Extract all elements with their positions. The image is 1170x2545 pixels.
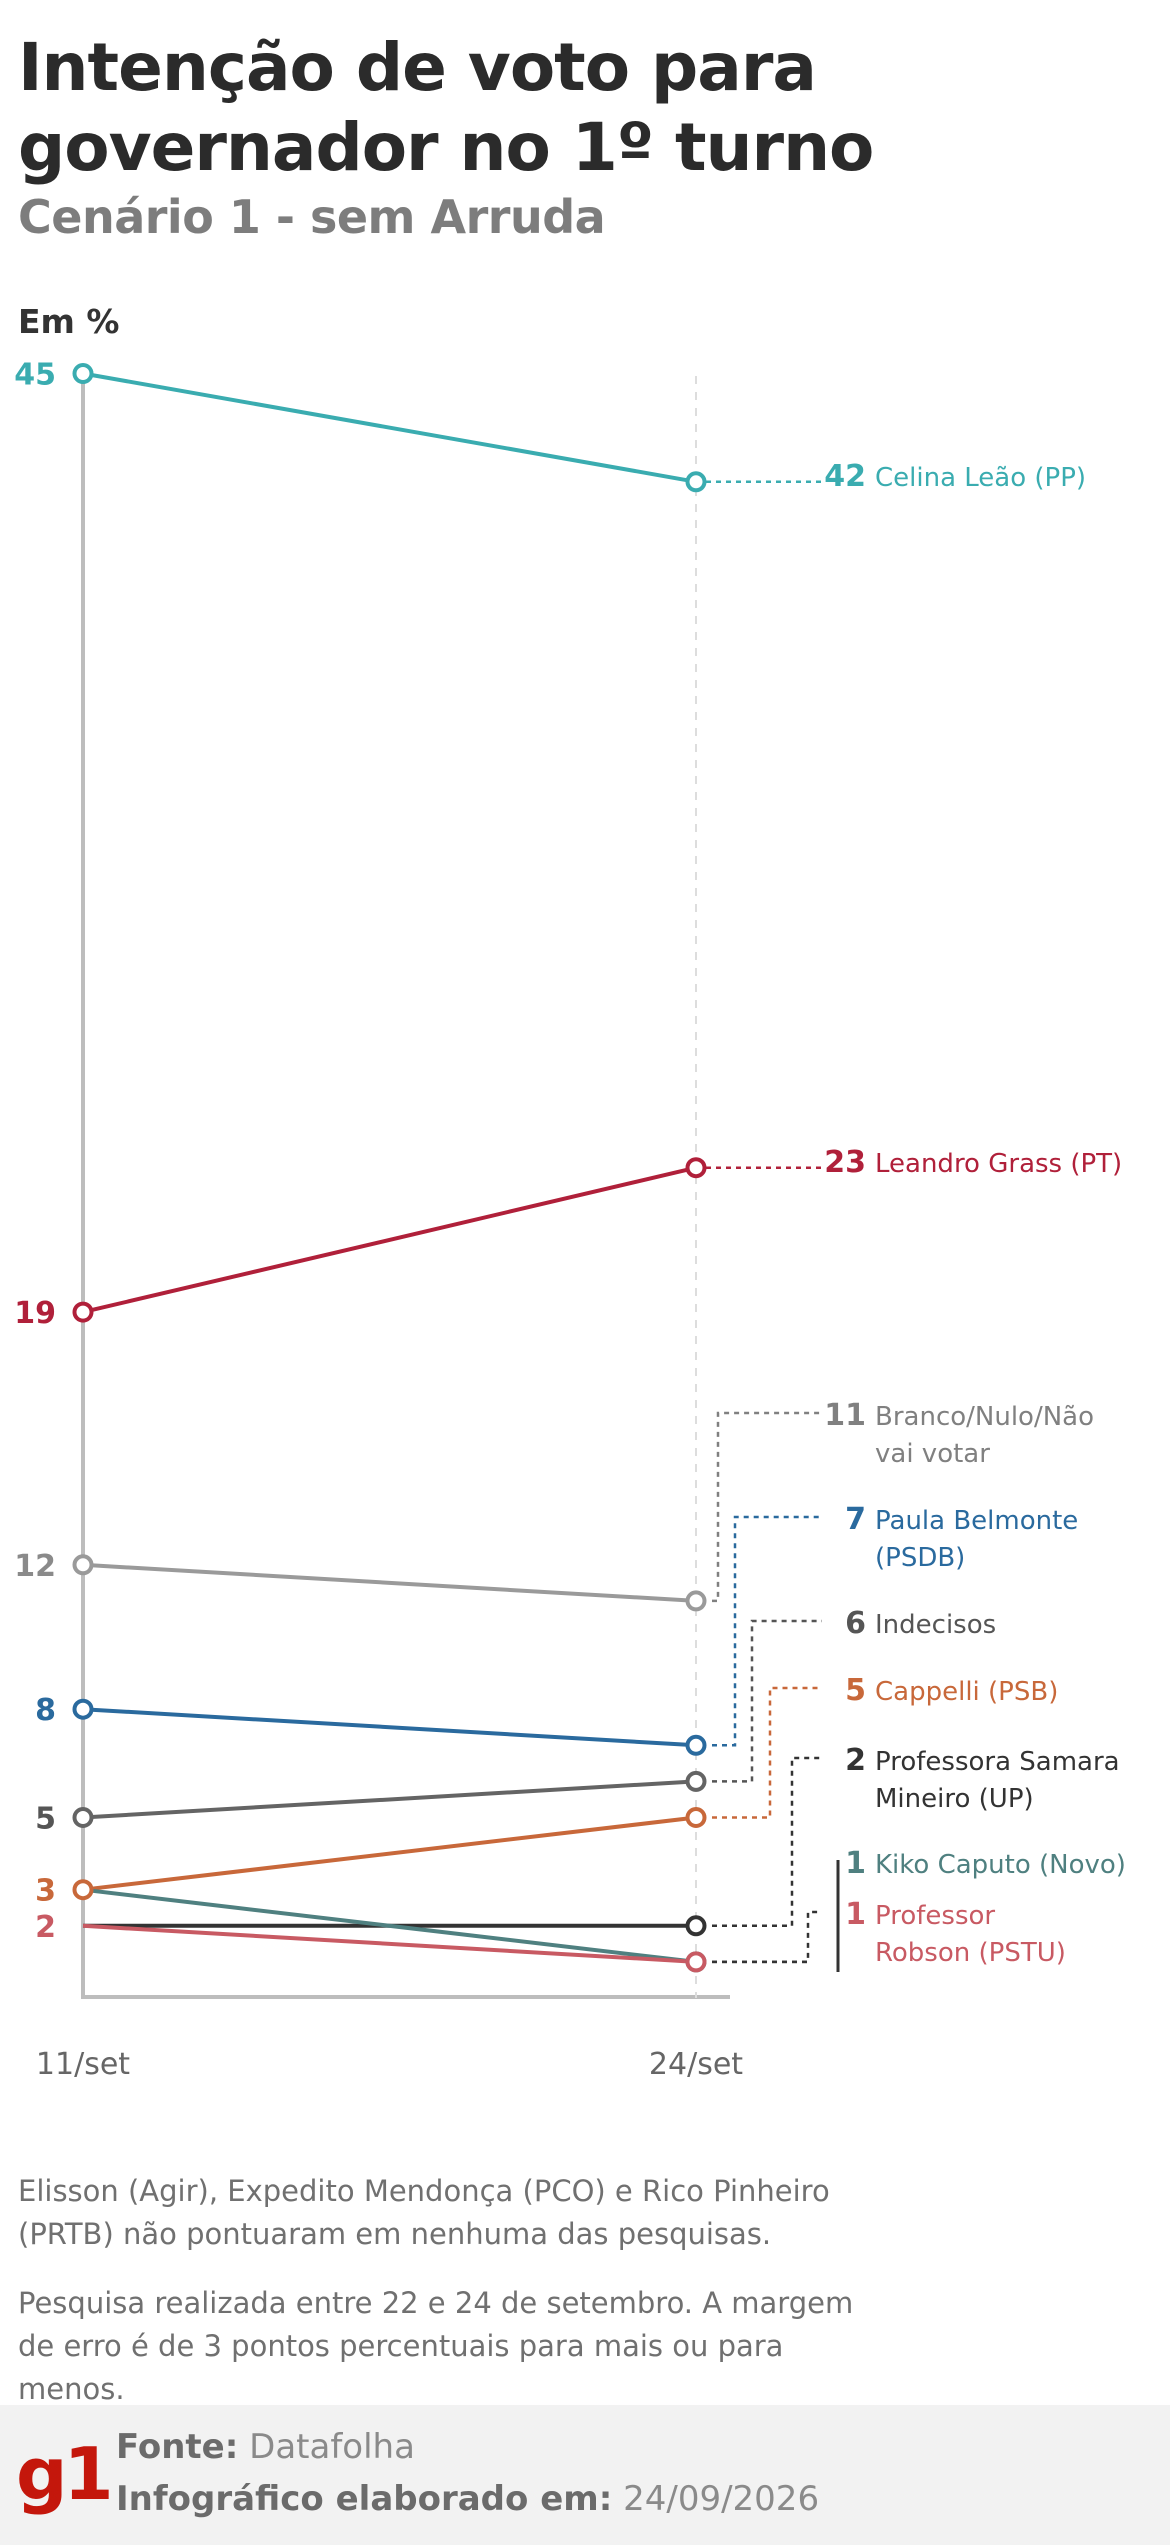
series-name-label: Celina Leão (PP): [875, 463, 1086, 493]
series-name-label: Robson (PSTU): [875, 1938, 1066, 1968]
end-value-label: 5: [845, 1673, 866, 1708]
made-line: Infográfico elaborado em: 24/09/2026: [116, 2479, 819, 2519]
series-name-label: Branco/Nulo/Não: [875, 1402, 1094, 1432]
g1-logo: g1: [16, 2432, 114, 2516]
end-value-label: 1: [845, 1897, 866, 1932]
series-line: [82, 1887, 697, 1964]
start-value-label: 5: [35, 1802, 56, 1837]
source-value: Datafolha: [249, 2427, 415, 2467]
note-not-scoring: Elisson (Agir), Expedito Mendonça (PCO) …: [18, 2174, 830, 2251]
leader-line: [712, 1756, 822, 1928]
data-point: [685, 1951, 707, 1973]
data-point: [685, 471, 707, 493]
series-name-label: Cappelli (PSB): [875, 1677, 1058, 1707]
leader-line: [712, 1515, 822, 1747]
series-name-label: Leandro Grass (PT): [875, 1149, 1122, 1179]
unit-label: Em %: [18, 302, 120, 341]
end-value-label: 7: [845, 1502, 866, 1537]
end-value-label: 23: [824, 1145, 866, 1180]
data-point: [72, 1554, 94, 1576]
data-point: [685, 1590, 707, 1612]
series-name-label: (PSDB): [875, 1543, 965, 1573]
series-name-label: Kiko Caputo (Novo): [875, 1850, 1126, 1880]
series-line: [82, 1165, 697, 1315]
x-tick-label: 24/set: [649, 2047, 743, 2082]
series-line: [82, 371, 697, 484]
footer: g1 Fonte: Datafolha Infográfico elaborad…: [0, 2405, 1170, 2545]
data-point: [72, 1879, 94, 1901]
series-line: [82, 1562, 697, 1603]
made-value: 24/09/2026: [623, 2479, 820, 2519]
data-point: [72, 1807, 94, 1828]
start-value-label: 19: [14, 1296, 56, 1331]
series-name-label: Indecisos: [875, 1610, 996, 1640]
leader-line: [712, 1411, 822, 1603]
series-name-label: Professora Samara: [875, 1747, 1120, 1777]
data-point: [685, 1770, 707, 1792]
made-label: Infográfico elaborado em:: [116, 2479, 613, 2519]
series-line: [82, 1923, 697, 1964]
data-point: [72, 1301, 94, 1323]
series-name-label: Professor: [875, 1901, 995, 1931]
data-point: [685, 1157, 707, 1179]
series-line: [82, 1815, 697, 1892]
end-value-label: 42: [824, 459, 866, 494]
series-line: [82, 1707, 697, 1748]
chart-subtitle: Cenário 1 - sem Arruda: [18, 190, 606, 244]
series-name-label: Mineiro (UP): [875, 1784, 1034, 1814]
x-tick-label: 11/set: [36, 2047, 130, 2082]
start-value-label: 12: [14, 1549, 56, 1584]
start-value-label: 3: [35, 1874, 56, 1909]
start-value-label: 8: [35, 1693, 56, 1728]
start-value-label: 2: [35, 1910, 56, 1945]
data-point: [685, 1734, 707, 1756]
data-point: [685, 1915, 707, 1937]
end-value-label: 6: [845, 1606, 866, 1641]
series-name-label: Paula Belmonte: [875, 1506, 1078, 1536]
leader-line: [712, 1619, 822, 1783]
data-point: [72, 363, 94, 384]
end-value-label: 2: [845, 1743, 866, 1778]
series-name-label: vai votar: [875, 1439, 990, 1469]
end-value-label: 11: [824, 1398, 866, 1433]
data-point: [685, 1807, 707, 1828]
leader-line: [712, 1686, 822, 1819]
end-value-label: 1: [845, 1846, 866, 1881]
note-methodology: Pesquisa realizada entre 22 e 24 de sete…: [18, 2286, 854, 2406]
source-label: Fonte:: [116, 2427, 239, 2467]
leader-line: [712, 1910, 822, 1964]
start-value-label: 45: [14, 358, 56, 393]
data-point: [72, 1698, 94, 1720]
series-line: [82, 1779, 697, 1820]
source-line: Fonte: Datafolha: [116, 2427, 415, 2467]
chart-title: Intenção de voto para governador no 1º t…: [18, 29, 874, 186]
